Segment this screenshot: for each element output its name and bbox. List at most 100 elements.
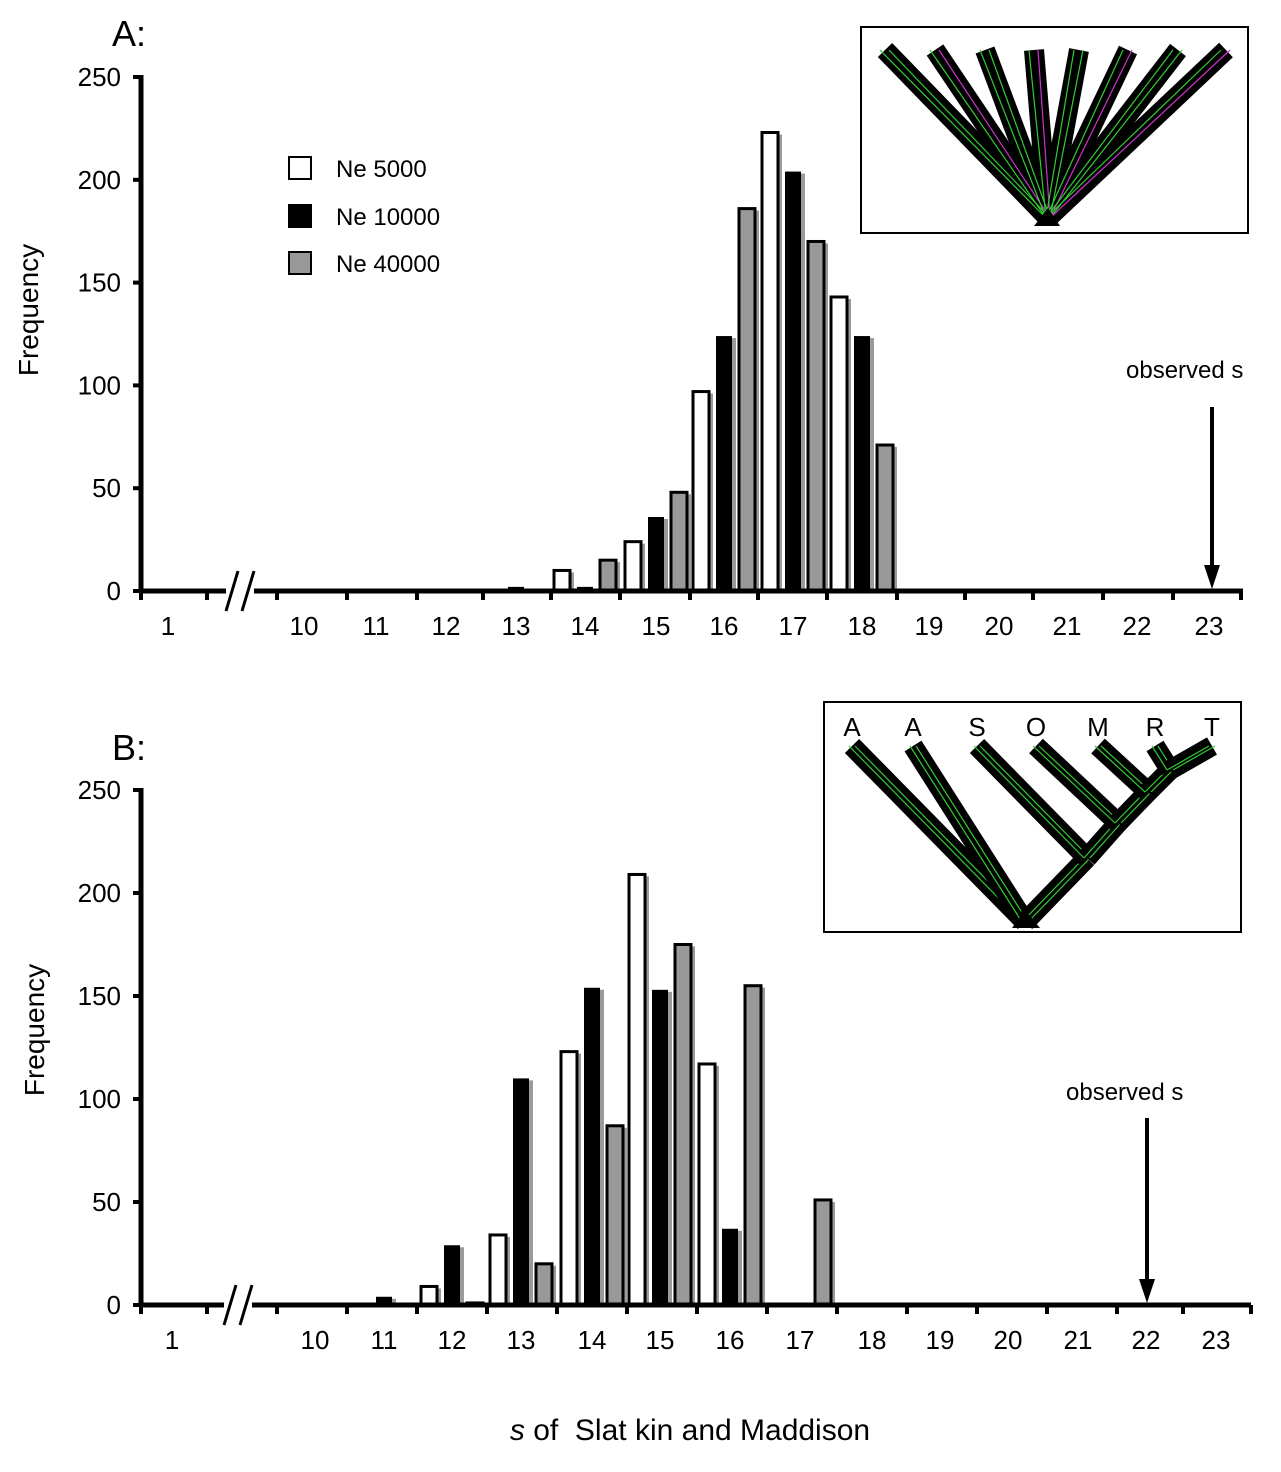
panel-b-y-tick-label: 0 — [107, 1290, 121, 1320]
panel-b-inset-green-line — [1021, 857, 1085, 923]
panel-b-x-tick-label: 14 — [578, 1325, 607, 1355]
panel-a-x-tick-label: 1 — [161, 611, 175, 641]
panel-b-label: B: — [112, 727, 146, 768]
panel-a-bar-ne40000-16 — [737, 207, 757, 593]
panel-a-inset-green-line — [1045, 49, 1124, 219]
panel-a-inset-branch — [1041, 42, 1233, 226]
panel-a-bar-ne5000-15 — [623, 540, 643, 593]
panel-a-y-tick-label: 0 — [107, 576, 121, 606]
panel-b-inset-green-line — [1151, 745, 1168, 771]
panel-b-inset-branch — [1140, 762, 1178, 800]
panel-a-x-tick-label: 16 — [710, 611, 739, 641]
panel-b-x-tick-label: 18 — [858, 1325, 887, 1355]
panel-a-inset-green-line — [1028, 49, 1047, 219]
panel-a-inset-green-line — [979, 49, 1047, 219]
panel-a-bar-ne5000-17 — [760, 131, 780, 593]
legend-swatch-ne10000 — [288, 204, 312, 228]
legend: Ne 5000 Ne 10000 Ne 40000 — [288, 156, 440, 278]
panel-b-axis-break-mark — [238, 1284, 254, 1326]
panel-b-x-tick-label: 10 — [301, 1325, 330, 1355]
panel-b-bar-ne5000-14 — [559, 1050, 579, 1307]
panel-a-bars — [508, 131, 897, 594]
x-axis-title-rest: of Slat kin and Maddison — [525, 1414, 870, 1447]
legend-label-ne40000: Ne 40000 — [336, 251, 440, 278]
panel-a-axis-break-mark — [240, 570, 256, 612]
legend-label-ne5000: Ne 5000 — [336, 156, 427, 183]
panel-a-inset-color-line — [1049, 49, 1133, 219]
panel-a-y-axis-label: Frequency — [13, 244, 44, 376]
legend-swatch-ne5000 — [288, 156, 312, 180]
panel-b-y-tick-label: 150 — [78, 981, 121, 1011]
panel-b-bar-ne10000-12 — [444, 1245, 460, 1305]
panel-a-x-tick-label: 22 — [1123, 611, 1152, 641]
panel-b-inset-branch — [1017, 851, 1095, 929]
panel-b-y-tick-label: 100 — [78, 1084, 121, 1114]
panel-a-bar-ne40000-14 — [598, 558, 618, 593]
panel-b-inset-green-line — [973, 745, 1085, 859]
panel-a-x-tick-label: 13 — [502, 611, 531, 641]
panel-b-inset-branch — [1146, 740, 1179, 776]
panel-a-label: A: — [112, 13, 146, 54]
panel-b-inset-green-line — [1027, 857, 1091, 923]
panel-b-inset-green-line — [1032, 745, 1116, 824]
panel-a-observed-annotation: observed s — [1126, 357, 1243, 589]
panel-a-inset-color-line — [1049, 49, 1084, 219]
panel-a-x-tick-label: 12 — [432, 611, 461, 641]
panel-a-x-tick-label: 19 — [915, 611, 944, 641]
panel-a-axis-break-gap — [226, 571, 254, 611]
panel-b-bar-ne5000-13 — [488, 1233, 508, 1307]
panel-a-bar-ne5000-18 — [829, 295, 849, 593]
panel-b-inset-green-line — [848, 745, 1023, 923]
panel-b-inset-leaf-label: S — [968, 712, 985, 742]
panel-a-x-tick-label: 20 — [985, 611, 1014, 641]
panel-b-bar-ne10000-15 — [652, 989, 668, 1305]
panel-b-inset-green-line — [909, 745, 1023, 923]
panel-a-inset-green-line — [1045, 49, 1222, 219]
panel-b-axis-break-gap — [224, 1285, 252, 1325]
panel-b-inset-branch — [1079, 816, 1126, 865]
panel-b-inset-green-line — [1150, 769, 1174, 793]
panel-a-inset-green-line — [929, 49, 1047, 219]
panel-a-bar-ne10000-15 — [648, 516, 664, 591]
legend-label-ne10000: Ne 10000 — [336, 204, 440, 231]
panel-b-x-tick-label: 19 — [926, 1325, 955, 1355]
panel-a-x-tick-label: 15 — [642, 611, 671, 641]
panel-b-bar-ne5000-16 — [697, 1062, 717, 1307]
panel-b-bar-ne40000-17 — [813, 1198, 833, 1307]
panel-b-x-tick-label: 13 — [507, 1325, 536, 1355]
panel-b-bar-ne5000-15 — [627, 872, 647, 1307]
panel-a-bar-ne5000-16 — [691, 390, 711, 593]
panel-b-x-tick-label: 23 — [1202, 1325, 1231, 1355]
panel-b-inset-leaf-label: R — [1146, 712, 1165, 742]
panel-b-axis-break-mark — [222, 1284, 238, 1326]
panel-a-x-tick-label: 18 — [848, 611, 877, 641]
panel-a-inset-green-line — [1045, 49, 1075, 219]
panel-b-x-tick-label: 11 — [371, 1325, 398, 1355]
panel-a-x-tick-label: 11 — [363, 611, 390, 641]
panel-a-y-tick-label: 150 — [78, 268, 121, 298]
panel-b-x-tick-label: 12 — [438, 1325, 467, 1355]
panel-b-y-axis-label: Frequency — [19, 964, 50, 1096]
panel-a-inset-color-line — [1049, 49, 1231, 219]
panel-b-y-tick-label: 250 — [78, 775, 121, 805]
panel-b-observed-label: observed s — [1066, 1079, 1183, 1106]
panel-a-inset-color-line — [938, 49, 1051, 219]
panel-b-bar-ne10000-11 — [376, 1296, 392, 1305]
panel-b-x-tick-label: 21 — [1064, 1325, 1093, 1355]
panel-a-inset-color-line — [988, 49, 1051, 219]
panel-a-observed-label: observed s — [1126, 357, 1243, 384]
panel-b-inset-leaf-label: A — [843, 712, 861, 742]
panel-b-inset-root — [1012, 910, 1040, 928]
panel-b-observed-annotation: observed s — [1066, 1079, 1183, 1303]
panel-b-x-ticks: 1 10 11 12 13 14 15 16 17 18 19 20 21 22 23 — [139, 1305, 1253, 1355]
panel-b-inset-branch — [969, 738, 1095, 866]
panel-b-inset-leaf-label: O — [1026, 712, 1046, 742]
panel-b-inset-green-line — [1089, 822, 1122, 859]
panel-b-inset-branch — [1091, 738, 1155, 800]
panel-b-x-tick-label: 20 — [994, 1325, 1023, 1355]
panel-b-x-tick-label: 1 — [165, 1325, 179, 1355]
panel-b-inset-green-line — [979, 745, 1091, 859]
panel-a-x-tick-label: 23 — [1195, 611, 1224, 641]
panel-b-inset-branch — [1165, 737, 1217, 779]
